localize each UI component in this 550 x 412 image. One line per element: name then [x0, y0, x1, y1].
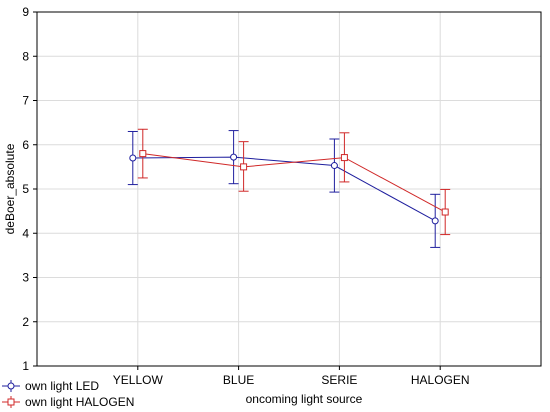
x-tick-label: YELLOW: [113, 373, 164, 387]
y-axis-title: deBoer_absolute: [3, 143, 17, 234]
legend-label: own light HALOGEN: [25, 395, 134, 409]
y-tick-label: 8: [22, 49, 29, 63]
series-layer: [127, 128, 451, 248]
data-point: [240, 163, 248, 171]
y-tick-label: 2: [22, 315, 29, 329]
data-point: [431, 217, 439, 225]
legend-marker: [7, 398, 15, 406]
x-axis-title: oncoming light source: [246, 392, 363, 406]
series-line: [142, 153, 446, 213]
y-tick-label: 4: [22, 226, 29, 240]
x-tick-label: SERIE: [321, 373, 357, 387]
legend-marker: [7, 382, 15, 390]
legend-item: own light HALOGEN: [2, 395, 134, 409]
series-line: [132, 156, 436, 222]
series-1: [137, 128, 451, 236]
series-0: [127, 130, 441, 248]
y-axis-ticks: 1 2 3 4 5 6 7 8 9: [22, 5, 37, 373]
y-tick-label: 7: [22, 94, 29, 108]
data-point: [230, 153, 238, 161]
data-point: [129, 154, 137, 162]
x-tick-label: HALOGEN: [411, 373, 470, 387]
y-tick-label: 6: [22, 138, 29, 152]
data-point: [441, 208, 449, 216]
legend-label: own light LED: [25, 379, 99, 393]
x-axis-ticks: YELLOW BLUE SERIE HALOGEN: [113, 366, 470, 387]
y-tick-label: 9: [22, 5, 29, 19]
legend: own light LED own light HALOGEN: [2, 379, 134, 409]
data-point: [139, 150, 147, 158]
data-point: [330, 162, 338, 170]
y-tick-label: 1: [22, 359, 29, 373]
data-point: [340, 154, 348, 162]
y-tick-label: 5: [22, 182, 29, 196]
legend-item: own light LED: [2, 379, 99, 393]
x-tick-label: BLUE: [223, 373, 254, 387]
y-tick-label: 3: [22, 271, 29, 285]
